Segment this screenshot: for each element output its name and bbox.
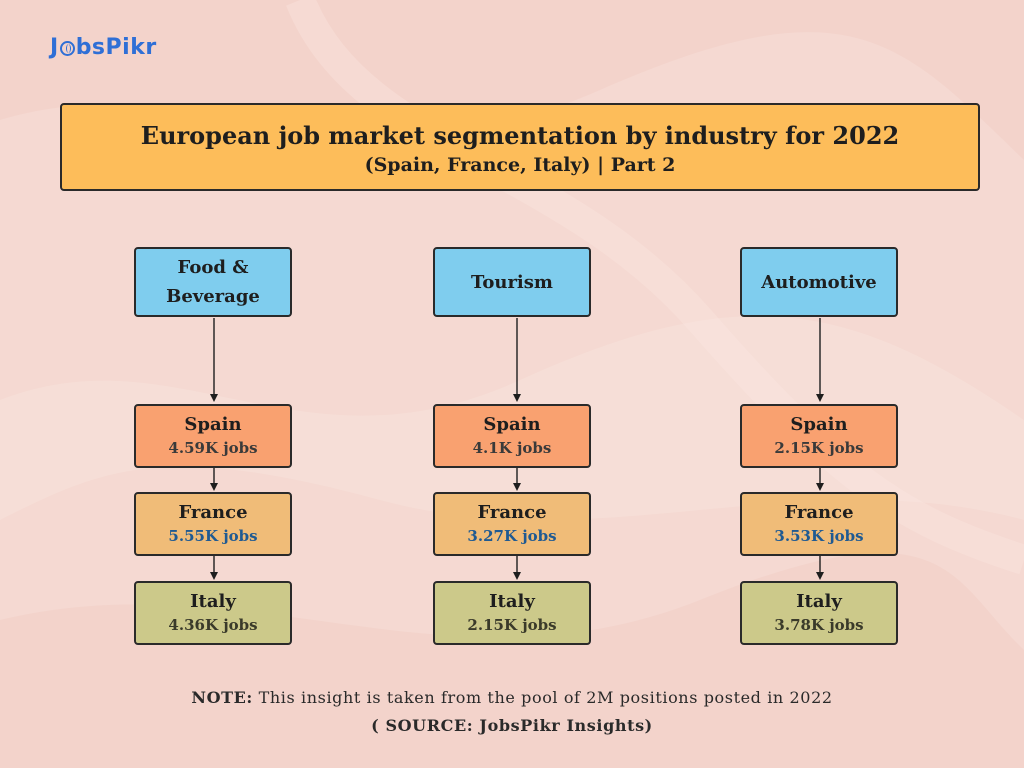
job-count: 4.59K jobs [168, 439, 258, 457]
country-name: France [178, 502, 248, 523]
globe-icon [59, 41, 75, 56]
source-credit: ( SOURCE: JobsPikr Insights) [371, 716, 653, 735]
country-name: Italy [190, 591, 236, 612]
auto-france-box: France 3.53K jobs [740, 492, 898, 556]
job-count: 3.53K jobs [774, 527, 864, 545]
note-text: This insight is taken from the pool of 2… [258, 688, 833, 707]
job-count: 3.27K jobs [467, 527, 557, 545]
food-italy-box: Italy 4.36K jobs [134, 581, 292, 645]
job-count: 3.78K jobs [774, 616, 864, 634]
country-name: France [784, 502, 854, 523]
page-title: European job market segmentation by indu… [140, 121, 900, 150]
industry-food-beverage: Food & Beverage [134, 247, 292, 317]
food-spain-box: Spain 4.59K jobs [134, 404, 292, 468]
industry-tourism: Tourism [433, 247, 591, 317]
food-france-box: France 5.55K jobs [134, 492, 292, 556]
industry-automotive: Automotive [740, 247, 898, 317]
auto-italy-box: Italy 3.78K jobs [740, 581, 898, 645]
job-count: 2.15K jobs [467, 616, 557, 634]
job-count: 4.1K jobs [472, 439, 552, 457]
country-name: Spain [790, 414, 848, 435]
country-name: Italy [489, 591, 535, 612]
tourism-france-box: France 3.27K jobs [433, 492, 591, 556]
page-subtitle: (Spain, France, Italy) | Part 2 [364, 154, 676, 176]
note-label: NOTE: [191, 688, 253, 707]
footnote: NOTE: This insight is taken from the poo… [0, 688, 1024, 707]
country-name: Spain [184, 414, 242, 435]
tourism-spain-box: Spain 4.1K jobs [433, 404, 591, 468]
country-name: Spain [483, 414, 541, 435]
country-name: France [477, 502, 547, 523]
job-count: 2.15K jobs [774, 439, 864, 457]
tourism-italy-box: Italy 2.15K jobs [433, 581, 591, 645]
job-count: 5.55K jobs [168, 527, 258, 545]
country-name: Italy [796, 591, 842, 612]
title-banner: European job market segmentation by indu… [60, 103, 980, 191]
auto-spain-box: Spain 2.15K jobs [740, 404, 898, 468]
job-count: 4.36K jobs [168, 616, 258, 634]
